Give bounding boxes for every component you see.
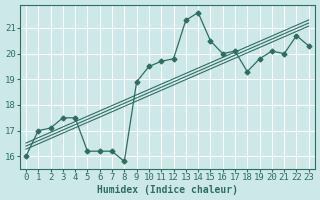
- X-axis label: Humidex (Indice chaleur): Humidex (Indice chaleur): [97, 185, 238, 195]
